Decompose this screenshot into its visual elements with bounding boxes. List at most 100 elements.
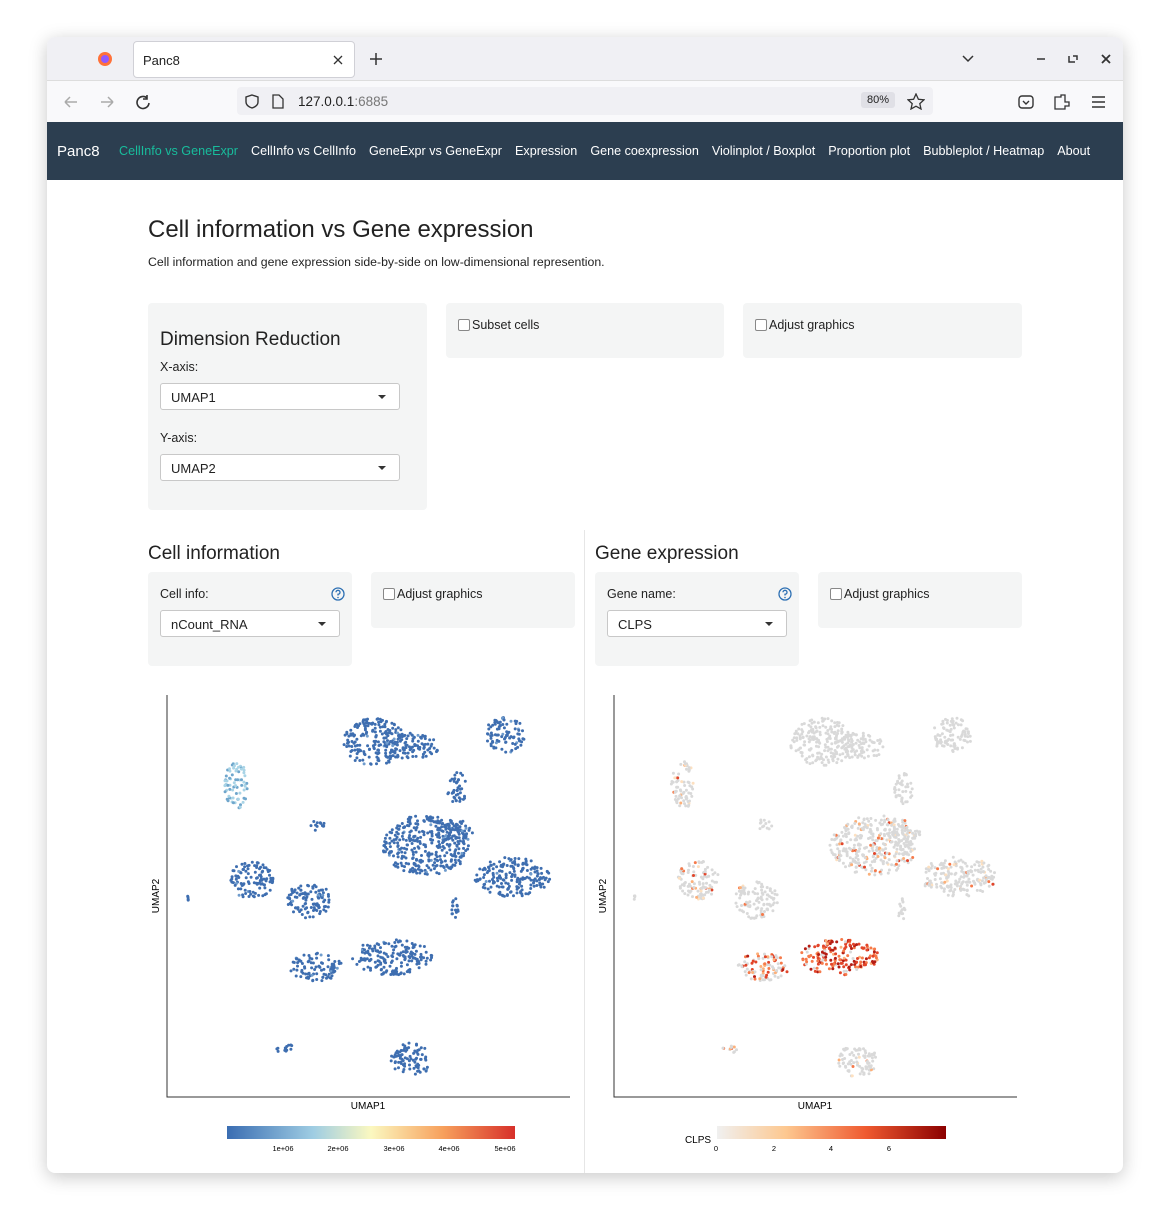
cell-dot [820,953,824,957]
cell-dot [394,861,397,865]
cell-dot [492,746,496,750]
cell-dot [389,973,393,976]
select[interactable]: CLPS [607,610,787,637]
cell-dot [435,749,439,753]
cell-dot [362,967,366,971]
tab[interactable]: Panc8 [133,41,355,78]
cell-dot [862,742,866,745]
cell-dot [707,874,711,878]
cell-dot [248,890,252,893]
nav-item[interactable]: CellInfo vs CellInfo [251,144,356,158]
cell-dot [314,885,318,889]
x-axis-label: X-axis: [160,360,199,374]
cell-dot [741,886,745,890]
select[interactable]: nCount_RNA [160,610,340,637]
cell-dot [403,851,407,855]
cell-dot [395,826,399,830]
cell-dot [870,832,874,836]
cell-dot [439,864,443,868]
cell-dot [822,944,825,948]
cell-dot [990,877,994,881]
new-tab[interactable] [369,52,383,66]
cell-dot [429,958,433,962]
cell-dot [800,951,804,955]
cell-dot [824,952,828,956]
cell-dot [873,860,877,863]
cell-dot [956,723,960,727]
cell-dot [867,1072,871,1076]
nav-item[interactable]: Expression [515,144,578,158]
cell-dot [962,872,966,875]
cell-dot [821,724,825,728]
cell-dot [844,832,848,836]
page-subtitle: Cell information and gene expression sid… [148,255,605,269]
cell-dot [738,896,742,900]
cell-dot [420,869,424,873]
toolbar-icons[interactable] [1017,93,1109,111]
cell-dot [775,956,779,960]
cell-dot [238,805,242,809]
cell-dot [961,860,965,864]
cell-dot [716,873,720,877]
adjust-panel: Adjust graphics [743,303,1022,358]
y-axis-select[interactable]: UMAP2 [160,454,400,481]
cell-dot [966,880,970,884]
cell-dot [311,915,315,919]
url-port: :6885 [354,94,389,109]
cell-dot [405,963,409,967]
nav-buttons[interactable] [63,94,153,110]
zoom-level[interactable]: 80% [861,92,896,108]
nav-item[interactable]: Bubbleplot / Heatmap [923,144,1045,158]
cell-dot [427,866,431,870]
cell-dot [451,899,455,903]
cell-dot [500,882,503,885]
cell-dot [966,869,970,873]
cell-dot [807,947,811,950]
checkbox-label: Adjust graphics [769,318,855,332]
checkbox[interactable] [383,588,395,600]
y-axis-title: UMAP2 [151,878,162,913]
nav-item[interactable]: About [1057,144,1091,158]
bookmark-star[interactable] [907,93,925,110]
help-icon[interactable] [778,587,792,601]
cell-dot [962,729,966,733]
cell-dot [388,754,392,758]
cell-dot [432,746,436,750]
cell-dot [882,832,886,836]
cell-dot [393,1067,397,1071]
cell-dot [857,816,861,820]
checkbox[interactable] [458,319,470,331]
brand[interactable]: Panc8 [57,143,100,160]
cell-dot [942,861,946,865]
nav-item[interactable]: Proportion plot [828,144,911,158]
close-tab[interactable] [333,55,343,65]
cell-dot [860,946,864,950]
cell-dot [838,1054,842,1058]
cell-dot [407,1059,411,1063]
cell-dot [856,834,860,838]
cell-dot [842,949,846,953]
cell-dot [926,877,929,880]
cell-dot [873,748,877,752]
url-bar[interactable]: 127.0.0.1:6885 80% [237,87,933,115]
cell-dot [396,726,400,730]
cell-dot [763,962,767,966]
nav-item[interactable]: Violinplot / Boxplot [711,144,816,158]
cell-dot [452,779,456,783]
x-axis-select[interactable]: UMAP1 [160,383,400,410]
cell-dot [223,779,227,783]
checkbox[interactable] [830,588,842,600]
cell-dot [444,834,448,838]
help-icon[interactable] [331,587,345,601]
cell-dot [330,974,334,978]
cell-dot [835,940,839,944]
cell-dot [758,977,762,981]
cell-dot [332,969,336,973]
nav-item[interactable]: Gene coexpression [590,144,699,158]
colorbar-tick: 2 [772,1144,776,1153]
nav-item[interactable]: CellInfo vs GeneExpr [119,144,238,158]
nav-item[interactable]: GeneExpr vs GeneExpr [369,144,502,158]
cell-dot [957,859,961,863]
checkbox[interactable] [755,319,767,331]
cell-dot [862,1047,865,1051]
